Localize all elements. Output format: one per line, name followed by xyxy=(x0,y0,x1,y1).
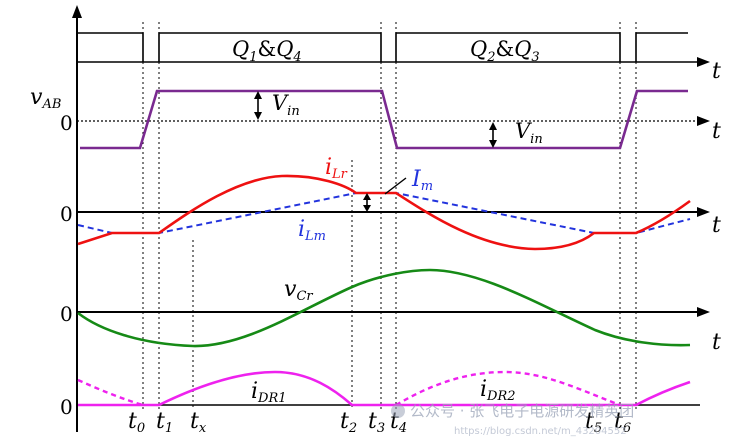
vcr-axis-arrow xyxy=(697,307,710,317)
tx-label: tx xyxy=(190,409,207,436)
vin-upper-arrow-head-top xyxy=(254,91,262,99)
im-arrow-head-top xyxy=(363,193,371,200)
gate-q1-q4-pulse xyxy=(77,32,144,62)
im-arrow-head-bottom xyxy=(363,205,371,212)
t5-label: t5 xyxy=(585,409,602,436)
gate-q2-q3-pulse xyxy=(395,32,621,62)
t6-label: t6 xyxy=(614,409,631,436)
vab-axis-arrow xyxy=(697,116,710,126)
vab-zero-label: 0 xyxy=(60,111,73,135)
vab-label: vAB xyxy=(30,85,61,112)
gate-q1-q4-pulse-next xyxy=(635,32,688,62)
idr1-waveform xyxy=(78,370,691,407)
current-time-axis-label: t xyxy=(712,213,721,238)
vin-lower-label: Vin xyxy=(515,119,543,147)
gate-axis-arrow xyxy=(697,57,710,67)
watermark-logo-icon xyxy=(391,404,405,418)
idr1-label: iDR1 xyxy=(251,379,287,406)
time-marker-lines xyxy=(142,22,637,410)
ilr-label: iLr xyxy=(325,155,348,182)
current-axis-arrow xyxy=(697,207,710,217)
vcr-time-axis-label: t xyxy=(712,330,721,355)
idr2-waveform xyxy=(77,370,621,407)
t2-label: t2 xyxy=(340,409,357,436)
vab-time-axis-label: t xyxy=(712,119,721,144)
vin-lower-arrow-head-top xyxy=(489,122,497,130)
gate-q1-q4-pulse-main xyxy=(158,32,382,62)
gate-time-axis-label: t xyxy=(712,59,721,84)
idr2-label: iDR2 xyxy=(480,377,516,404)
t3-label: t3 xyxy=(368,409,385,436)
ilr-waveform xyxy=(77,174,691,251)
vcr-waveform xyxy=(77,268,691,348)
ilm-label: iLm xyxy=(298,217,326,244)
vin-lower-arrow-head-bottom xyxy=(489,140,497,148)
im-pointer-line xyxy=(384,177,407,195)
watermark-url: https://blog.csdn.net/m_43204552 xyxy=(454,426,627,437)
im-label: Im xyxy=(411,167,433,194)
time-mark-labels: t0 t1 tx t2 t3 t4 t5 t6 xyxy=(128,409,631,436)
t0-label: t0 xyxy=(128,409,145,436)
t4-label: t4 xyxy=(390,409,407,436)
gate-q2-q3-label: Q2&Q3 xyxy=(470,37,540,65)
vin-upper-label: Vin xyxy=(272,91,300,119)
watermark-text: 公众号 · 张飞电子电源研发精英团 xyxy=(410,402,634,420)
vcr-label: vCr xyxy=(284,277,313,304)
current-zero-label: 0 xyxy=(60,202,73,226)
vin-upper-arrow-head-bottom xyxy=(254,112,262,120)
t1-label: t1 xyxy=(156,409,173,436)
gate-q1-q4-label: Q1&Q4 xyxy=(232,37,302,65)
vcr-zero-label: 0 xyxy=(60,302,73,326)
vertical-axis-arrow xyxy=(72,5,82,18)
idr-zero-label: 0 xyxy=(60,395,73,419)
vab-waveform xyxy=(80,89,688,150)
